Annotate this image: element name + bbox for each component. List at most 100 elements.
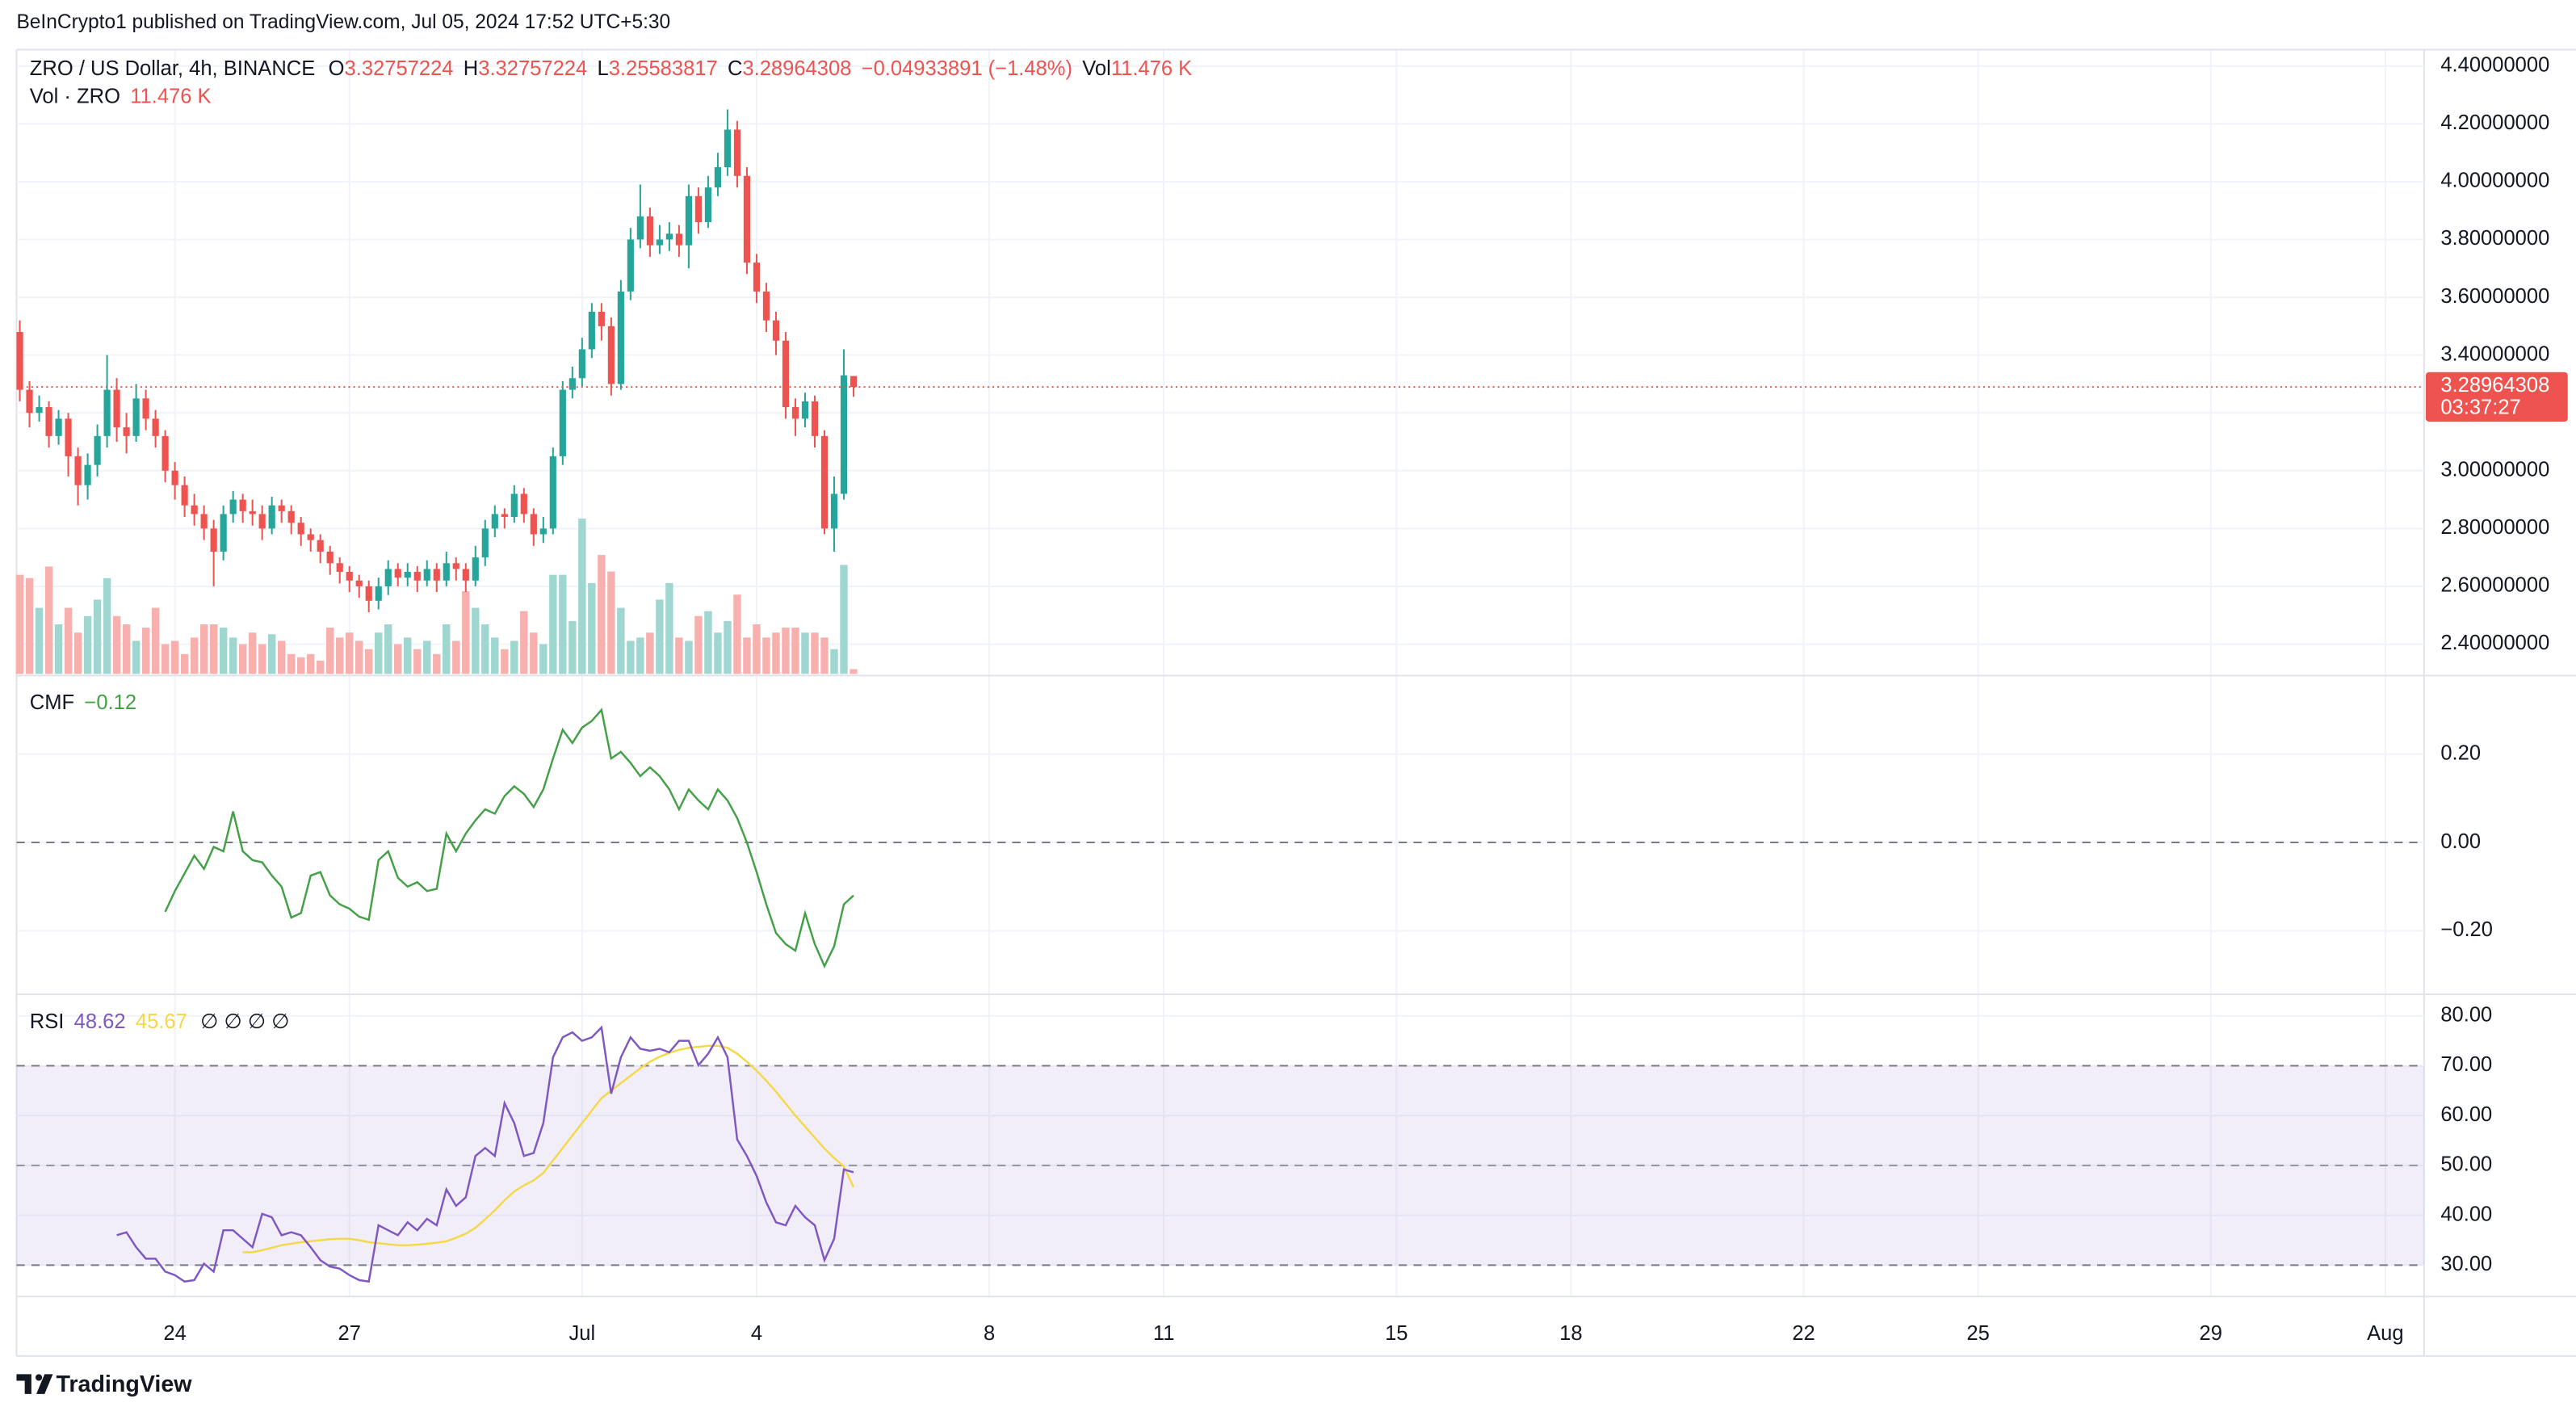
volume-bar xyxy=(15,574,24,674)
candle-body xyxy=(782,340,790,408)
x-tick-label: 4 xyxy=(751,1322,762,1345)
ohlc-label: L xyxy=(598,57,609,80)
candle-body xyxy=(501,514,508,518)
volume-bar xyxy=(578,519,586,674)
candle-body xyxy=(326,551,334,564)
candle-body xyxy=(491,514,498,529)
y-tick-label: 50.00 xyxy=(2440,1153,2492,1176)
volume-bar xyxy=(588,582,596,674)
y-tick-label: 2.40000000 xyxy=(2440,632,2549,654)
rsi-header: RSI 48.62 45.67 ∅ ∅ ∅ ∅ xyxy=(30,1010,290,1033)
candle-body xyxy=(694,195,702,223)
volume-bar xyxy=(54,624,63,674)
candle-body xyxy=(220,514,227,552)
candle-body xyxy=(462,569,469,581)
footer-brand: TradingView xyxy=(57,1371,193,1397)
candle-body xyxy=(317,540,324,552)
volume-bar xyxy=(316,660,325,674)
candle-body xyxy=(249,510,256,514)
candle-body xyxy=(443,563,450,581)
candle-body xyxy=(346,572,353,581)
volume-bar xyxy=(248,632,257,674)
y-tick-label: 3.40000000 xyxy=(2440,342,2549,365)
volume-bar xyxy=(733,594,741,674)
y-tick-label: 3.00000000 xyxy=(2440,459,2549,481)
volume-bar xyxy=(501,649,509,674)
candle-body xyxy=(365,586,372,601)
y-tick-label: 80.00 xyxy=(2440,1004,2492,1027)
x-tick-label: Jul xyxy=(569,1322,596,1345)
volume-bar xyxy=(433,653,441,674)
x-tick-label: 29 xyxy=(2200,1322,2222,1345)
candle-body xyxy=(646,216,653,246)
x-tick-label: 24 xyxy=(163,1322,186,1345)
volume-bar xyxy=(607,571,615,674)
x-tick-label: 11 xyxy=(1153,1322,1175,1345)
x-tick-label: Aug xyxy=(2367,1322,2403,1345)
candle-body xyxy=(433,569,440,581)
volume-bar xyxy=(694,615,703,674)
volume-bar xyxy=(336,637,344,674)
candle-body xyxy=(753,262,761,292)
rsi-ma-line xyxy=(242,1044,855,1254)
volume-bar xyxy=(510,640,518,674)
candle-body xyxy=(588,311,595,350)
volume-bar xyxy=(820,637,829,674)
volume-bar xyxy=(452,640,460,674)
volume-bar xyxy=(44,566,53,674)
y-tick-label: 60.00 xyxy=(2440,1103,2492,1126)
candle-body xyxy=(627,239,634,292)
y-tick-label: 0.00 xyxy=(2440,830,2481,853)
x-tick-label: 22 xyxy=(1792,1322,1815,1345)
footer-logo xyxy=(16,1374,53,1394)
change: −0.04933891 (−1.48%) xyxy=(862,57,1072,80)
candle-body xyxy=(307,534,314,540)
attribution: BeInCrypto1 published on TradingView.com… xyxy=(16,11,670,33)
candle-body xyxy=(94,435,101,465)
volume-bar xyxy=(772,632,780,674)
volume-bar xyxy=(791,628,799,674)
volume-bar xyxy=(850,669,858,674)
y-tick-label: 3.60000000 xyxy=(2440,285,2549,308)
volume-bar xyxy=(190,637,199,674)
candle-body xyxy=(181,485,188,506)
candle-body xyxy=(45,407,52,436)
volume-bar xyxy=(170,640,179,674)
volume-bar xyxy=(549,574,557,674)
volume-bar xyxy=(219,628,228,674)
candle-body xyxy=(704,187,712,223)
volume-bar xyxy=(665,582,673,674)
candle-body xyxy=(152,418,159,436)
volume-bar xyxy=(375,632,383,674)
volume-bar xyxy=(277,640,286,674)
volume-value: 11.476 K xyxy=(130,85,211,107)
candle-body xyxy=(539,528,547,535)
candle-body xyxy=(481,528,489,558)
volume-bar xyxy=(404,637,412,674)
candle-body xyxy=(743,175,751,263)
indicator-ma-value: 45.67 xyxy=(136,1010,187,1033)
candle-body xyxy=(142,398,149,419)
candle-body xyxy=(840,375,848,494)
candle-body xyxy=(162,435,169,471)
candle-body xyxy=(724,129,732,168)
volume-bar xyxy=(636,637,644,674)
volume-bar xyxy=(481,624,489,674)
volume-bar xyxy=(627,640,635,674)
candle-body xyxy=(74,456,82,485)
volume-bar xyxy=(306,653,315,674)
volume-bar xyxy=(326,628,334,674)
candle-body xyxy=(656,239,663,246)
candle-body xyxy=(287,510,295,523)
volume-bar xyxy=(423,640,431,674)
candle-body xyxy=(336,563,343,573)
y-tick-label: −0.20 xyxy=(2440,918,2493,941)
candle-body xyxy=(375,586,382,601)
volume-bar xyxy=(267,634,276,674)
volume-bar xyxy=(811,632,819,674)
volume-bar xyxy=(443,624,451,674)
candle-body xyxy=(568,378,576,390)
indicator-name: RSI xyxy=(30,1010,65,1033)
volume-bar xyxy=(753,624,761,674)
